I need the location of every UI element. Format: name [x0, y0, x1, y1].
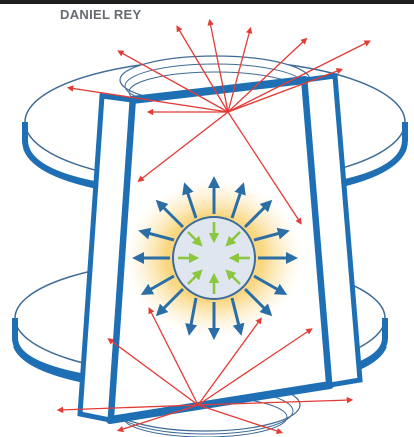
top-rule: [0, 0, 414, 4]
outward-arrows: [132, 176, 298, 340]
laser-beams: [56, 18, 371, 435]
artist-credit: DANIEL REY: [60, 7, 142, 22]
inward-arrows: [178, 222, 250, 294]
